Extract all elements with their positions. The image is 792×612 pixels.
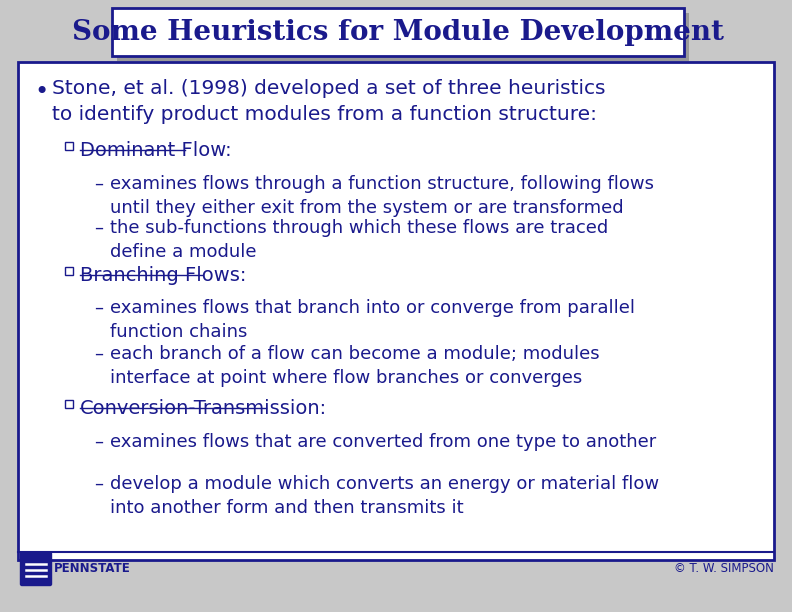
Text: •: • <box>34 80 48 104</box>
Text: PENNSTATE: PENNSTATE <box>54 562 131 575</box>
Text: Conversion-Transmission:: Conversion-Transmission: <box>80 399 327 418</box>
FancyBboxPatch shape <box>18 62 774 560</box>
FancyBboxPatch shape <box>117 13 689 61</box>
Text: examines flows that are converted from one type to another: examines flows that are converted from o… <box>110 433 657 451</box>
Text: –: – <box>94 299 103 317</box>
Text: Dominant Flow:: Dominant Flow: <box>80 141 231 160</box>
Text: –: – <box>94 175 103 193</box>
Text: –: – <box>94 433 103 451</box>
Text: the sub-functions through which these flows are traced
define a module: the sub-functions through which these fl… <box>110 219 608 261</box>
Text: –: – <box>94 475 103 493</box>
FancyBboxPatch shape <box>112 8 684 56</box>
FancyBboxPatch shape <box>65 142 73 150</box>
Text: Some Heuristics for Module Development: Some Heuristics for Module Development <box>72 18 724 45</box>
FancyBboxPatch shape <box>21 553 51 586</box>
Text: examines flows that branch into or converge from parallel
function chains: examines flows that branch into or conve… <box>110 299 635 341</box>
Text: examines flows through a function structure, following flows
until they either e: examines flows through a function struct… <box>110 175 654 217</box>
Text: –: – <box>94 345 103 363</box>
Text: Branching Flows:: Branching Flows: <box>80 266 246 285</box>
Text: –: – <box>94 219 103 237</box>
FancyBboxPatch shape <box>65 400 73 408</box>
FancyBboxPatch shape <box>65 267 73 275</box>
Text: Stone, et al. (1998) developed a set of three heuristics
to identify product mod: Stone, et al. (1998) developed a set of … <box>52 79 606 124</box>
Text: each branch of a flow can become a module; modules
interface at point where flow: each branch of a flow can become a modul… <box>110 345 600 387</box>
Text: develop a module which converts an energy or material flow
into another form and: develop a module which converts an energ… <box>110 475 659 517</box>
Text: © T. W. SIMPSON: © T. W. SIMPSON <box>674 562 774 575</box>
